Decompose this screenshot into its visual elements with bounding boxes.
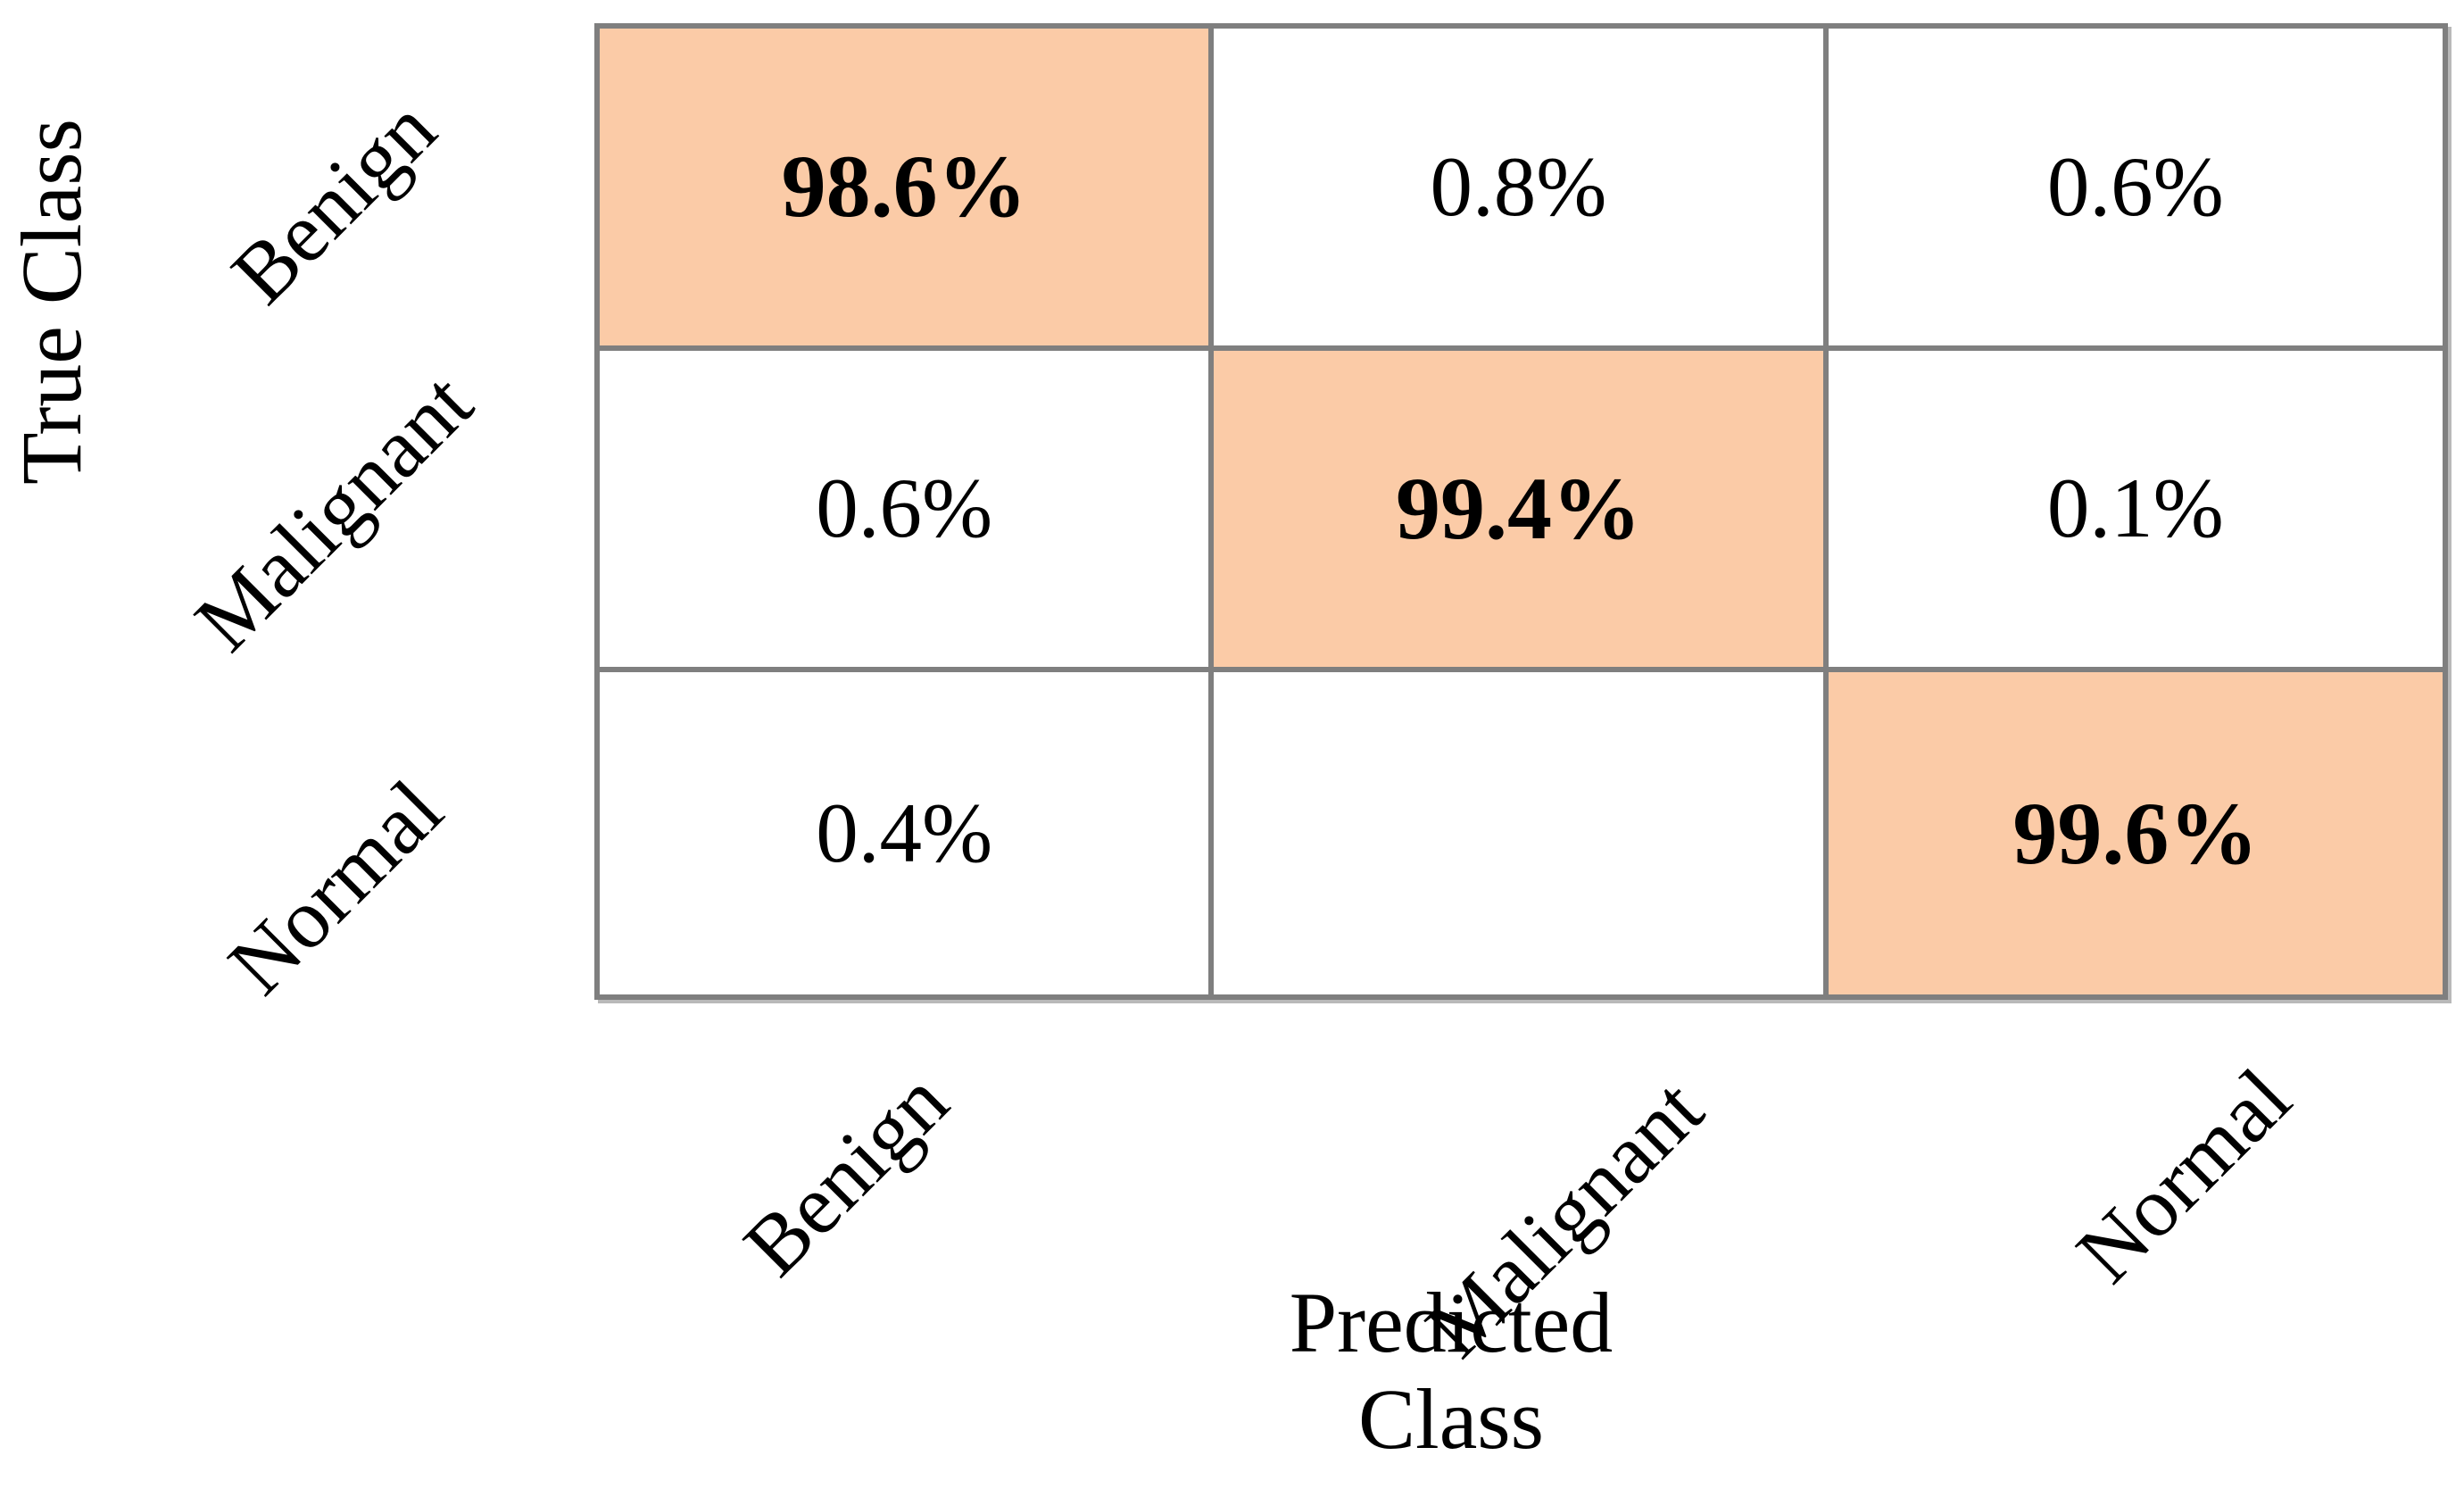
- row-label-malignant: Malignant: [177, 355, 491, 670]
- cell-true-benign-pred-benign: 98.6%: [600, 29, 1215, 351]
- cell-true-normal-pred-malignant: [1214, 672, 1829, 994]
- col-label-normal: Normal: [2058, 1050, 2309, 1301]
- col-label-benign: Benign: [726, 1053, 967, 1294]
- confusion-matrix-grid: 98.6% 0.8% 0.6% 0.6% 99.4% 0.1% 0.4% 99.…: [594, 23, 2448, 1000]
- cell-true-malignant-pred-benign: 0.6%: [600, 350, 1215, 673]
- cell-true-malignant-pred-malignant: 99.4%: [1214, 350, 1829, 673]
- cell-true-benign-pred-malignant: 0.8%: [1214, 29, 1829, 351]
- row-label-benign: Benign: [213, 81, 454, 322]
- row-label-normal: Normal: [210, 761, 460, 1012]
- x-axis-title-line2: Class: [1357, 1371, 1545, 1468]
- y-axis-title: True Class: [4, 119, 99, 485]
- cell-true-benign-pred-normal: 0.6%: [1828, 29, 2443, 351]
- cell-true-normal-pred-benign: 0.4%: [600, 672, 1215, 994]
- cell-true-normal-pred-normal: 99.6%: [1828, 672, 2443, 994]
- cell-true-malignant-pred-normal: 0.1%: [1828, 350, 2443, 673]
- x-axis-title-line1: Predicted: [1289, 1275, 1614, 1370]
- x-axis-title: Predicted Class: [1290, 1275, 1614, 1468]
